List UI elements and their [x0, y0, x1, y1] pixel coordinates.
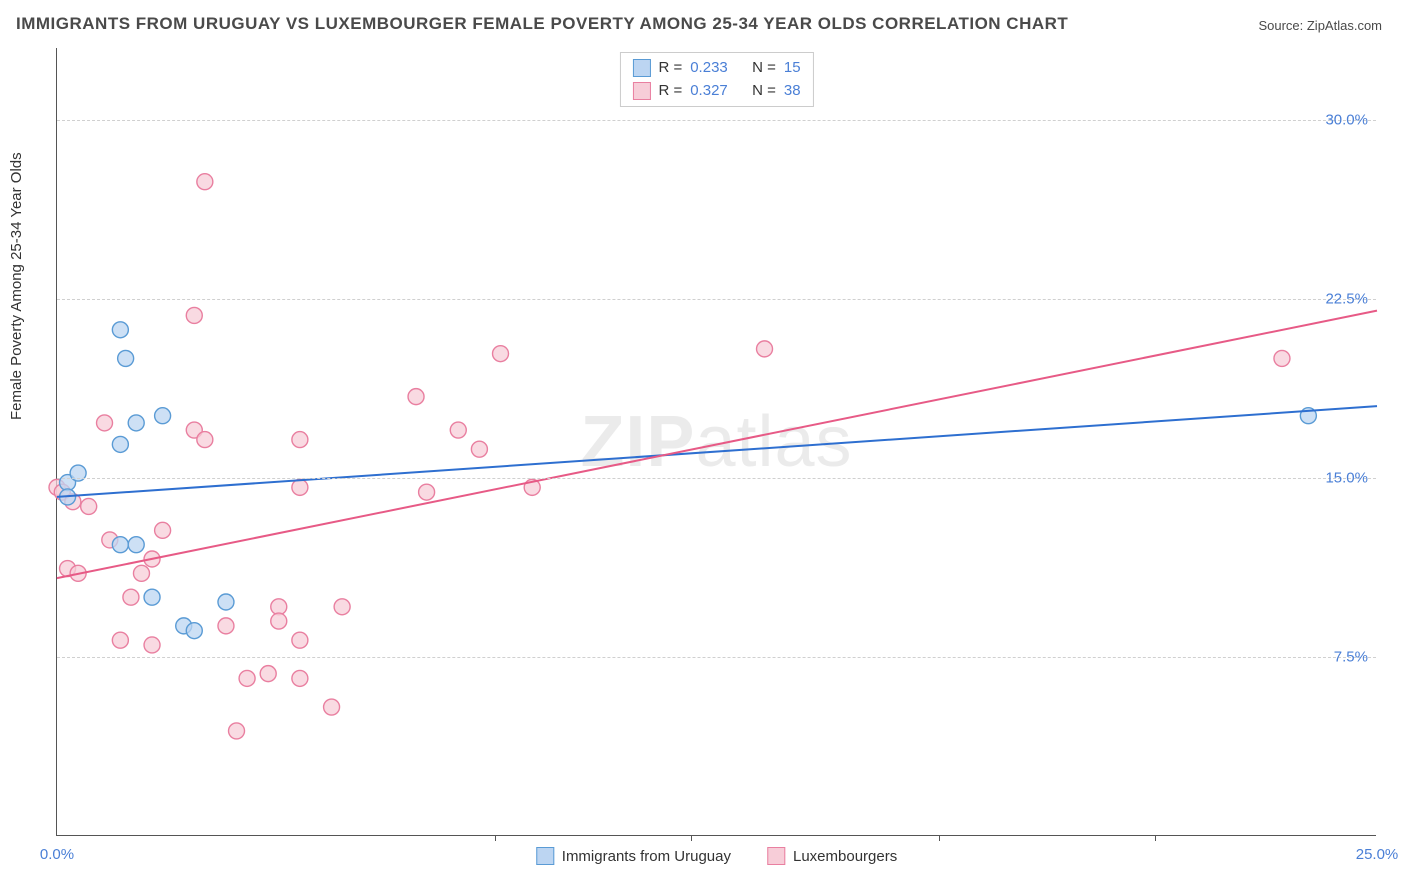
data-point [128, 537, 144, 553]
x-tick-mark [939, 835, 940, 841]
data-point [1274, 350, 1290, 366]
chart-title: IMMIGRANTS FROM URUGUAY VS LUXEMBOURGER … [16, 14, 1068, 34]
data-point [155, 522, 171, 538]
data-point [97, 415, 113, 431]
data-point [450, 422, 466, 438]
legend-item-luxembourgers: Luxembourgers [767, 847, 897, 865]
data-point [118, 350, 134, 366]
y-tick-label: 22.5% [1325, 290, 1368, 307]
x-tick-mark [1155, 835, 1156, 841]
data-point [197, 432, 213, 448]
data-point [292, 479, 308, 495]
data-point [271, 599, 287, 615]
x-tick-mark [495, 835, 496, 841]
data-point [757, 341, 773, 357]
y-tick-label: 15.0% [1325, 469, 1368, 486]
data-point [133, 565, 149, 581]
data-point [260, 666, 276, 682]
gridline [57, 657, 1376, 658]
swatch-uruguay [536, 847, 554, 865]
data-point [155, 408, 171, 424]
data-point [292, 670, 308, 686]
regression-line [57, 311, 1377, 578]
gridline [57, 120, 1376, 121]
legend-item-uruguay: Immigrants from Uruguay [536, 847, 731, 865]
data-point [112, 632, 128, 648]
gridline [57, 478, 1376, 479]
data-point [324, 699, 340, 715]
x-tick-label: 0.0% [40, 846, 74, 863]
data-point [419, 484, 435, 500]
swatch-luxembourgers [767, 847, 785, 865]
legend-label: Immigrants from Uruguay [562, 848, 731, 865]
data-point [112, 436, 128, 452]
y-tick-label: 7.5% [1334, 648, 1368, 665]
legend-label: Luxembourgers [793, 848, 897, 865]
data-point [81, 498, 97, 514]
plot-area: ZIPatlas R = 0.233 N = 15 R = 0.327 N = … [56, 48, 1376, 836]
data-point [128, 415, 144, 431]
data-point [239, 670, 255, 686]
data-point [493, 346, 509, 362]
data-point [186, 623, 202, 639]
data-point [197, 174, 213, 190]
legend-series: Immigrants from Uruguay Luxembourgers [536, 847, 897, 865]
data-point [471, 441, 487, 457]
data-point [112, 322, 128, 338]
source-label: Source: ZipAtlas.com [1258, 18, 1382, 33]
data-point [292, 432, 308, 448]
gridline [57, 299, 1376, 300]
regression-line [57, 406, 1377, 497]
data-point [218, 594, 234, 610]
data-point [123, 589, 139, 605]
data-point [334, 599, 350, 615]
data-point [218, 618, 234, 634]
y-tick-label: 30.0% [1325, 111, 1368, 128]
x-tick-mark [691, 835, 692, 841]
data-point [112, 537, 128, 553]
data-point [186, 307, 202, 323]
data-point [408, 389, 424, 405]
data-point [292, 632, 308, 648]
y-axis-label: Female Poverty Among 25-34 Year Olds [8, 152, 25, 420]
data-point [229, 723, 245, 739]
data-point [144, 637, 160, 653]
data-point [271, 613, 287, 629]
chart-svg [57, 48, 1376, 835]
x-tick-label: 25.0% [1356, 846, 1399, 863]
data-point [144, 589, 160, 605]
